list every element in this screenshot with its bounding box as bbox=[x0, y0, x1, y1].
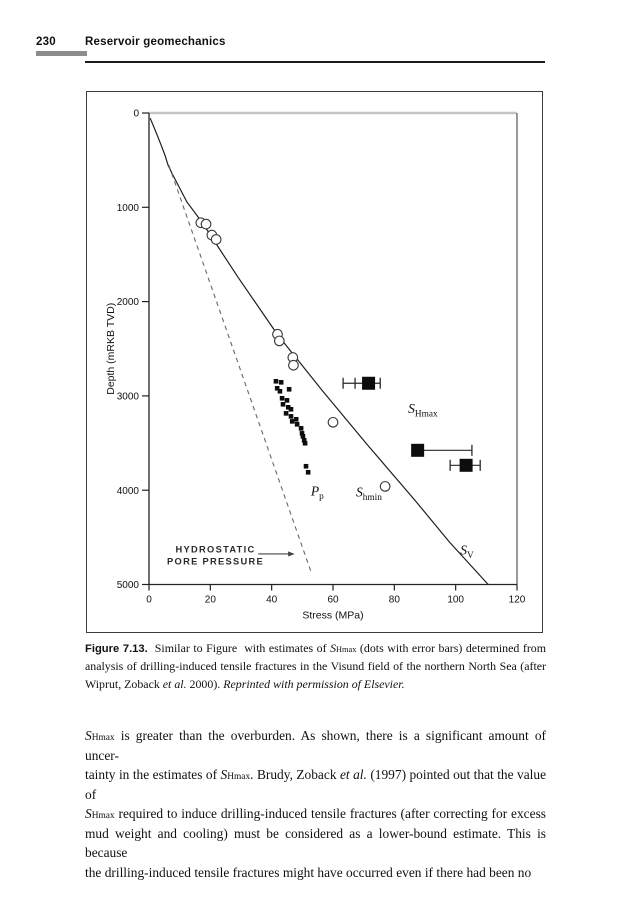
svg-text:Depth (mRKB TVD): Depth (mRKB TVD) bbox=[105, 303, 117, 395]
svg-text:20: 20 bbox=[205, 595, 217, 606]
svg-text:120: 120 bbox=[509, 595, 526, 606]
body-line: tainty in the estimates of SHmax. Brudy,… bbox=[85, 767, 547, 802]
svg-text:4000: 4000 bbox=[117, 486, 140, 497]
svg-text:0: 0 bbox=[146, 595, 152, 606]
svg-text:60: 60 bbox=[327, 595, 339, 606]
svg-text:3000: 3000 bbox=[117, 392, 140, 403]
header-rule bbox=[85, 61, 545, 63]
hydrostatic-pore-pressure-line bbox=[168, 165, 313, 575]
shmin-label: Shmin bbox=[356, 484, 382, 503]
stress-depth-chart: 0 1000 2000 3000 4000 5000 0 20 40 60 80 100 120 Stre… bbox=[105, 109, 526, 622]
caption-line: Wiprut, Zoback et al. 2000). Reprinted w… bbox=[85, 676, 405, 691]
svg-text:40: 40 bbox=[266, 595, 278, 606]
svg-text:HYDROSTATIC: HYDROSTATIC bbox=[176, 544, 256, 554]
overburden-sv-line bbox=[149, 117, 489, 585]
body-line: mud weight and cooling) must be consider… bbox=[85, 825, 546, 861]
pp-measurements-dots bbox=[273, 378, 311, 475]
sv-label: SV bbox=[460, 543, 474, 562]
svg-text:Stress (MPa): Stress (MPa) bbox=[302, 610, 363, 622]
svg-text:PORE PRESSURE: PORE PRESSURE bbox=[167, 557, 264, 567]
body-line: SHmax is greater than the overburden. As… bbox=[85, 728, 546, 763]
figure-7-13-frame: 0 1000 2000 3000 4000 5000 0 20 40 60 80 100 120 Stre… bbox=[86, 91, 543, 633]
svg-text:Pp: Pp bbox=[310, 483, 324, 502]
body-line: the drilling-induced tensile fractures m… bbox=[85, 864, 532, 880]
pp-label: Pp bbox=[310, 483, 324, 502]
page-number: 230 bbox=[36, 36, 56, 48]
caption-line: Figure 7.13. Similar to Figure with esti… bbox=[85, 641, 546, 655]
svg-text:2000: 2000 bbox=[117, 297, 140, 308]
shmax-label: SHmax bbox=[408, 401, 438, 420]
svg-text:100: 100 bbox=[447, 595, 464, 606]
page-number-underline bbox=[36, 51, 87, 56]
shmax-squares-error-bars bbox=[342, 376, 481, 472]
svg-text:SV: SV bbox=[460, 543, 474, 562]
svg-text:1000: 1000 bbox=[117, 203, 140, 214]
svg-text:0: 0 bbox=[133, 109, 139, 120]
body-line: SHmax required to induce drilling-induce… bbox=[85, 806, 546, 821]
axes: 0 1000 2000 3000 4000 5000 0 20 40 60 80 100 120 Stre… bbox=[105, 109, 526, 622]
shmin-open-circles bbox=[195, 217, 391, 492]
svg-text:SHmax: SHmax bbox=[408, 401, 438, 420]
caption-line: analysis of drilling-induced tensile fra… bbox=[85, 659, 546, 674]
svg-text:Shmin: Shmin bbox=[356, 484, 382, 503]
body-paragraph: SHmax is greater than the overburden. As… bbox=[85, 726, 546, 882]
svg-text:5000: 5000 bbox=[117, 580, 140, 591]
svg-text:80: 80 bbox=[389, 595, 401, 606]
figure-caption: Figure 7.13. Similar to Figure with esti… bbox=[85, 640, 546, 693]
running-head: Reservoir geomechanics bbox=[85, 36, 226, 48]
hydrostatic-note: HYDROSTATIC PORE PRESSURE bbox=[167, 544, 295, 567]
